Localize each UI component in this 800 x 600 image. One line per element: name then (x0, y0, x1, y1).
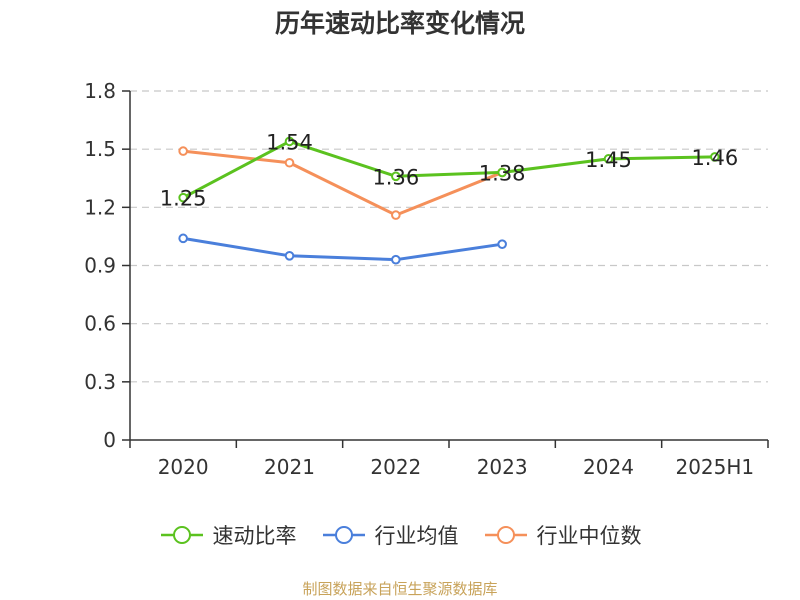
legend: 速动比率 行业均值 行业中位数 (0, 520, 800, 550)
legend-item[interactable]: 行业均值 (321, 520, 459, 550)
series-line (182, 139, 715, 199)
legend-label: 行业均值 (374, 524, 459, 548)
axes: 0 0.3 0.6 0.9 1.2 1.5 1.8 2020 2021 2022 2023 2024 2… (84, 79, 769, 479)
data-label: 1.25 (160, 187, 207, 211)
source-note: 制图数据来自恒生聚源数据库 (302, 580, 498, 598)
y-tick-label: 0.9 (84, 254, 116, 278)
data-point (178, 233, 188, 244)
grid-lines (130, 90, 768, 383)
series-lines (178, 136, 720, 265)
data-point (284, 157, 295, 168)
data-point (497, 239, 507, 249)
chart-title: 历年速动比率变化情况 (274, 9, 525, 38)
data-labels: 1.25 1.54 1.36 1.38 1.45 1.46 (160, 130, 738, 210)
data-label: 1.46 (691, 146, 738, 170)
data-label: 1.45 (585, 148, 632, 172)
data-label: 1.36 (372, 165, 419, 189)
x-tick-label: 2022 (370, 455, 421, 479)
data-point (178, 146, 188, 156)
y-tick-label: 1.2 (84, 195, 116, 219)
data-point (391, 254, 401, 265)
data-point (391, 171, 401, 182)
data-label: 1.54 (266, 130, 313, 154)
y-tick-label: 0.6 (84, 312, 116, 336)
data-point (284, 136, 295, 147)
x-tick-label: 2025H1 (675, 455, 754, 479)
data-point (497, 167, 507, 178)
data-point (178, 192, 188, 203)
x-tick-label: 2021 (264, 455, 315, 479)
x-tick-label: 2023 (477, 455, 528, 479)
data-point (391, 210, 401, 220)
legend-swatch-icon (484, 526, 527, 544)
data-point (603, 154, 614, 164)
y-tick-label: 0 (103, 428, 116, 452)
data-point (710, 152, 720, 162)
y-tick-label: 0.3 (84, 370, 116, 394)
data-label: 1.38 (479, 161, 526, 185)
y-tick-label: 1.8 (84, 79, 116, 103)
x-tick-label: 2024 (583, 455, 634, 479)
legend-swatch-icon (322, 526, 365, 544)
legend-item[interactable]: 速动比率 (159, 520, 297, 550)
legend-label: 行业中位数 (536, 524, 642, 548)
data-point (284, 251, 295, 261)
legend-label: 速动比率 (212, 524, 297, 548)
legend-swatch-icon (160, 526, 203, 544)
x-tick-label: 2020 (158, 455, 209, 479)
y-tick-label: 1.5 (84, 137, 116, 161)
series-line (182, 236, 503, 262)
series-line (183, 149, 503, 217)
legend-item[interactable]: 行业中位数 (483, 520, 642, 550)
